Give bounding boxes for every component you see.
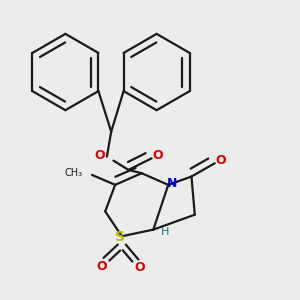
Text: O: O	[135, 261, 146, 274]
Text: O: O	[152, 149, 163, 162]
Text: O: O	[97, 260, 107, 273]
Text: S: S	[115, 230, 125, 244]
Text: O: O	[215, 154, 226, 167]
Text: O: O	[94, 149, 105, 163]
Text: CH₃: CH₃	[64, 168, 82, 178]
Text: N: N	[167, 177, 178, 190]
Text: H: H	[161, 227, 169, 237]
